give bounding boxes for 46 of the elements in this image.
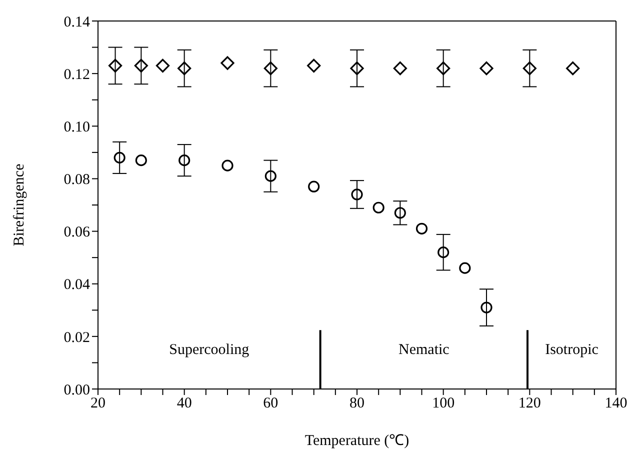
y-tick-label: 0.04 — [64, 277, 90, 294]
annotation: Nematic — [398, 342, 450, 358]
y-tick-label: 0.12 — [64, 66, 90, 83]
point — [135, 154, 147, 166]
point — [438, 246, 450, 258]
point — [350, 62, 364, 76]
y-axis-title: Birefringence — [11, 163, 28, 246]
point — [308, 180, 320, 192]
point — [134, 58, 148, 72]
point — [178, 154, 190, 166]
annotation: Supercooling — [169, 342, 250, 358]
point — [394, 207, 406, 219]
point — [480, 62, 494, 76]
point — [372, 202, 384, 214]
y-tick-label: 0.02 — [64, 330, 90, 346]
point — [264, 62, 278, 76]
point — [156, 58, 170, 72]
point — [480, 302, 492, 314]
annotation: Isotropic — [545, 342, 599, 358]
point — [566, 62, 580, 76]
point — [222, 160, 234, 172]
point — [307, 58, 321, 72]
point — [220, 56, 234, 70]
x-tick-label: 140 — [604, 396, 628, 412]
point — [178, 62, 192, 76]
point — [114, 152, 126, 164]
point — [522, 62, 536, 76]
x-tick-label: 120 — [518, 396, 541, 412]
y-tick-label: 0.00 — [64, 382, 90, 398]
point — [393, 62, 407, 76]
x-tick-label: 60 — [263, 396, 278, 412]
x-tick-label: 100 — [432, 396, 455, 412]
x-tick-label: 40 — [176, 396, 192, 412]
x-axis-title: Temperature (℃) — [304, 433, 410, 449]
x-tick-label: 80 — [350, 396, 364, 412]
y-tick-label: 0.14 — [64, 14, 90, 30]
point — [436, 62, 450, 76]
point — [459, 262, 471, 274]
point — [351, 188, 363, 200]
x-tick-label: 20 — [90, 396, 106, 412]
y-tick-label: 0.08 — [64, 172, 90, 188]
point — [416, 222, 428, 234]
y-tick-label: 0.06 — [64, 224, 90, 241]
point — [108, 58, 122, 72]
y-tick-label: 0.10 — [64, 119, 90, 136]
point — [264, 170, 276, 182]
